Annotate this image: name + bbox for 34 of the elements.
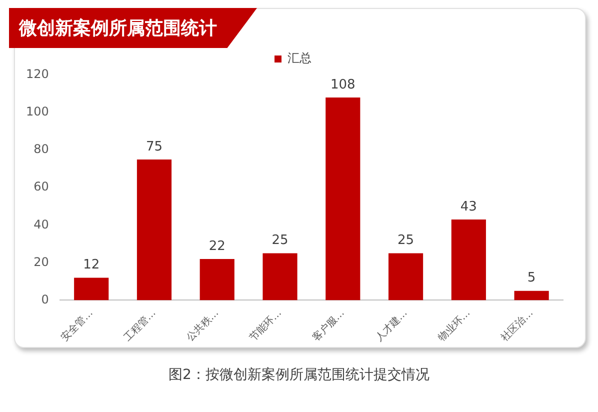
bar (388, 253, 424, 300)
data-label: 75 (146, 139, 163, 154)
bar (262, 253, 298, 300)
caption: 图2：按微创新案例所属范围统计提交情况 (168, 366, 430, 384)
y-tick-label: 60 (34, 180, 49, 194)
x-tick-label: 物业环… (436, 306, 473, 344)
chart-title: 微创新案例所属范围统计 (9, 8, 257, 48)
data-label: 25 (272, 233, 288, 248)
y-tick-label: 20 (34, 254, 49, 269)
bar (514, 290, 549, 300)
data-label: 22 (208, 238, 226, 254)
y-tick-label: 100 (26, 104, 49, 119)
data-label: 12 (83, 258, 100, 273)
y-tick-label: 120 (26, 67, 49, 82)
bar (326, 98, 360, 300)
legend-label: 汇总 (288, 51, 312, 66)
x-tick-label: 公共秩… (184, 306, 222, 344)
bar (74, 278, 109, 300)
data-label: 43 (460, 199, 477, 214)
y-tick-label: 0 (41, 292, 49, 306)
y-tick-label: 80 (34, 142, 49, 156)
x-tick-label: 安全管… (58, 306, 96, 344)
y-tick-label: 40 (34, 217, 49, 232)
data-label: 5 (527, 270, 536, 286)
x-tick-label: 客户服… (310, 306, 347, 344)
bar (200, 258, 234, 300)
x-tick-label: 节能环… (247, 306, 284, 344)
bar (451, 220, 486, 300)
data-label: 25 (398, 233, 414, 248)
x-tick-label: 社区治… (498, 306, 536, 344)
x-tick-label: 工程管… (122, 308, 158, 344)
data-label: 108 (330, 77, 356, 92)
bar (136, 159, 172, 300)
x-tick-label: 人才建… (372, 306, 410, 344)
